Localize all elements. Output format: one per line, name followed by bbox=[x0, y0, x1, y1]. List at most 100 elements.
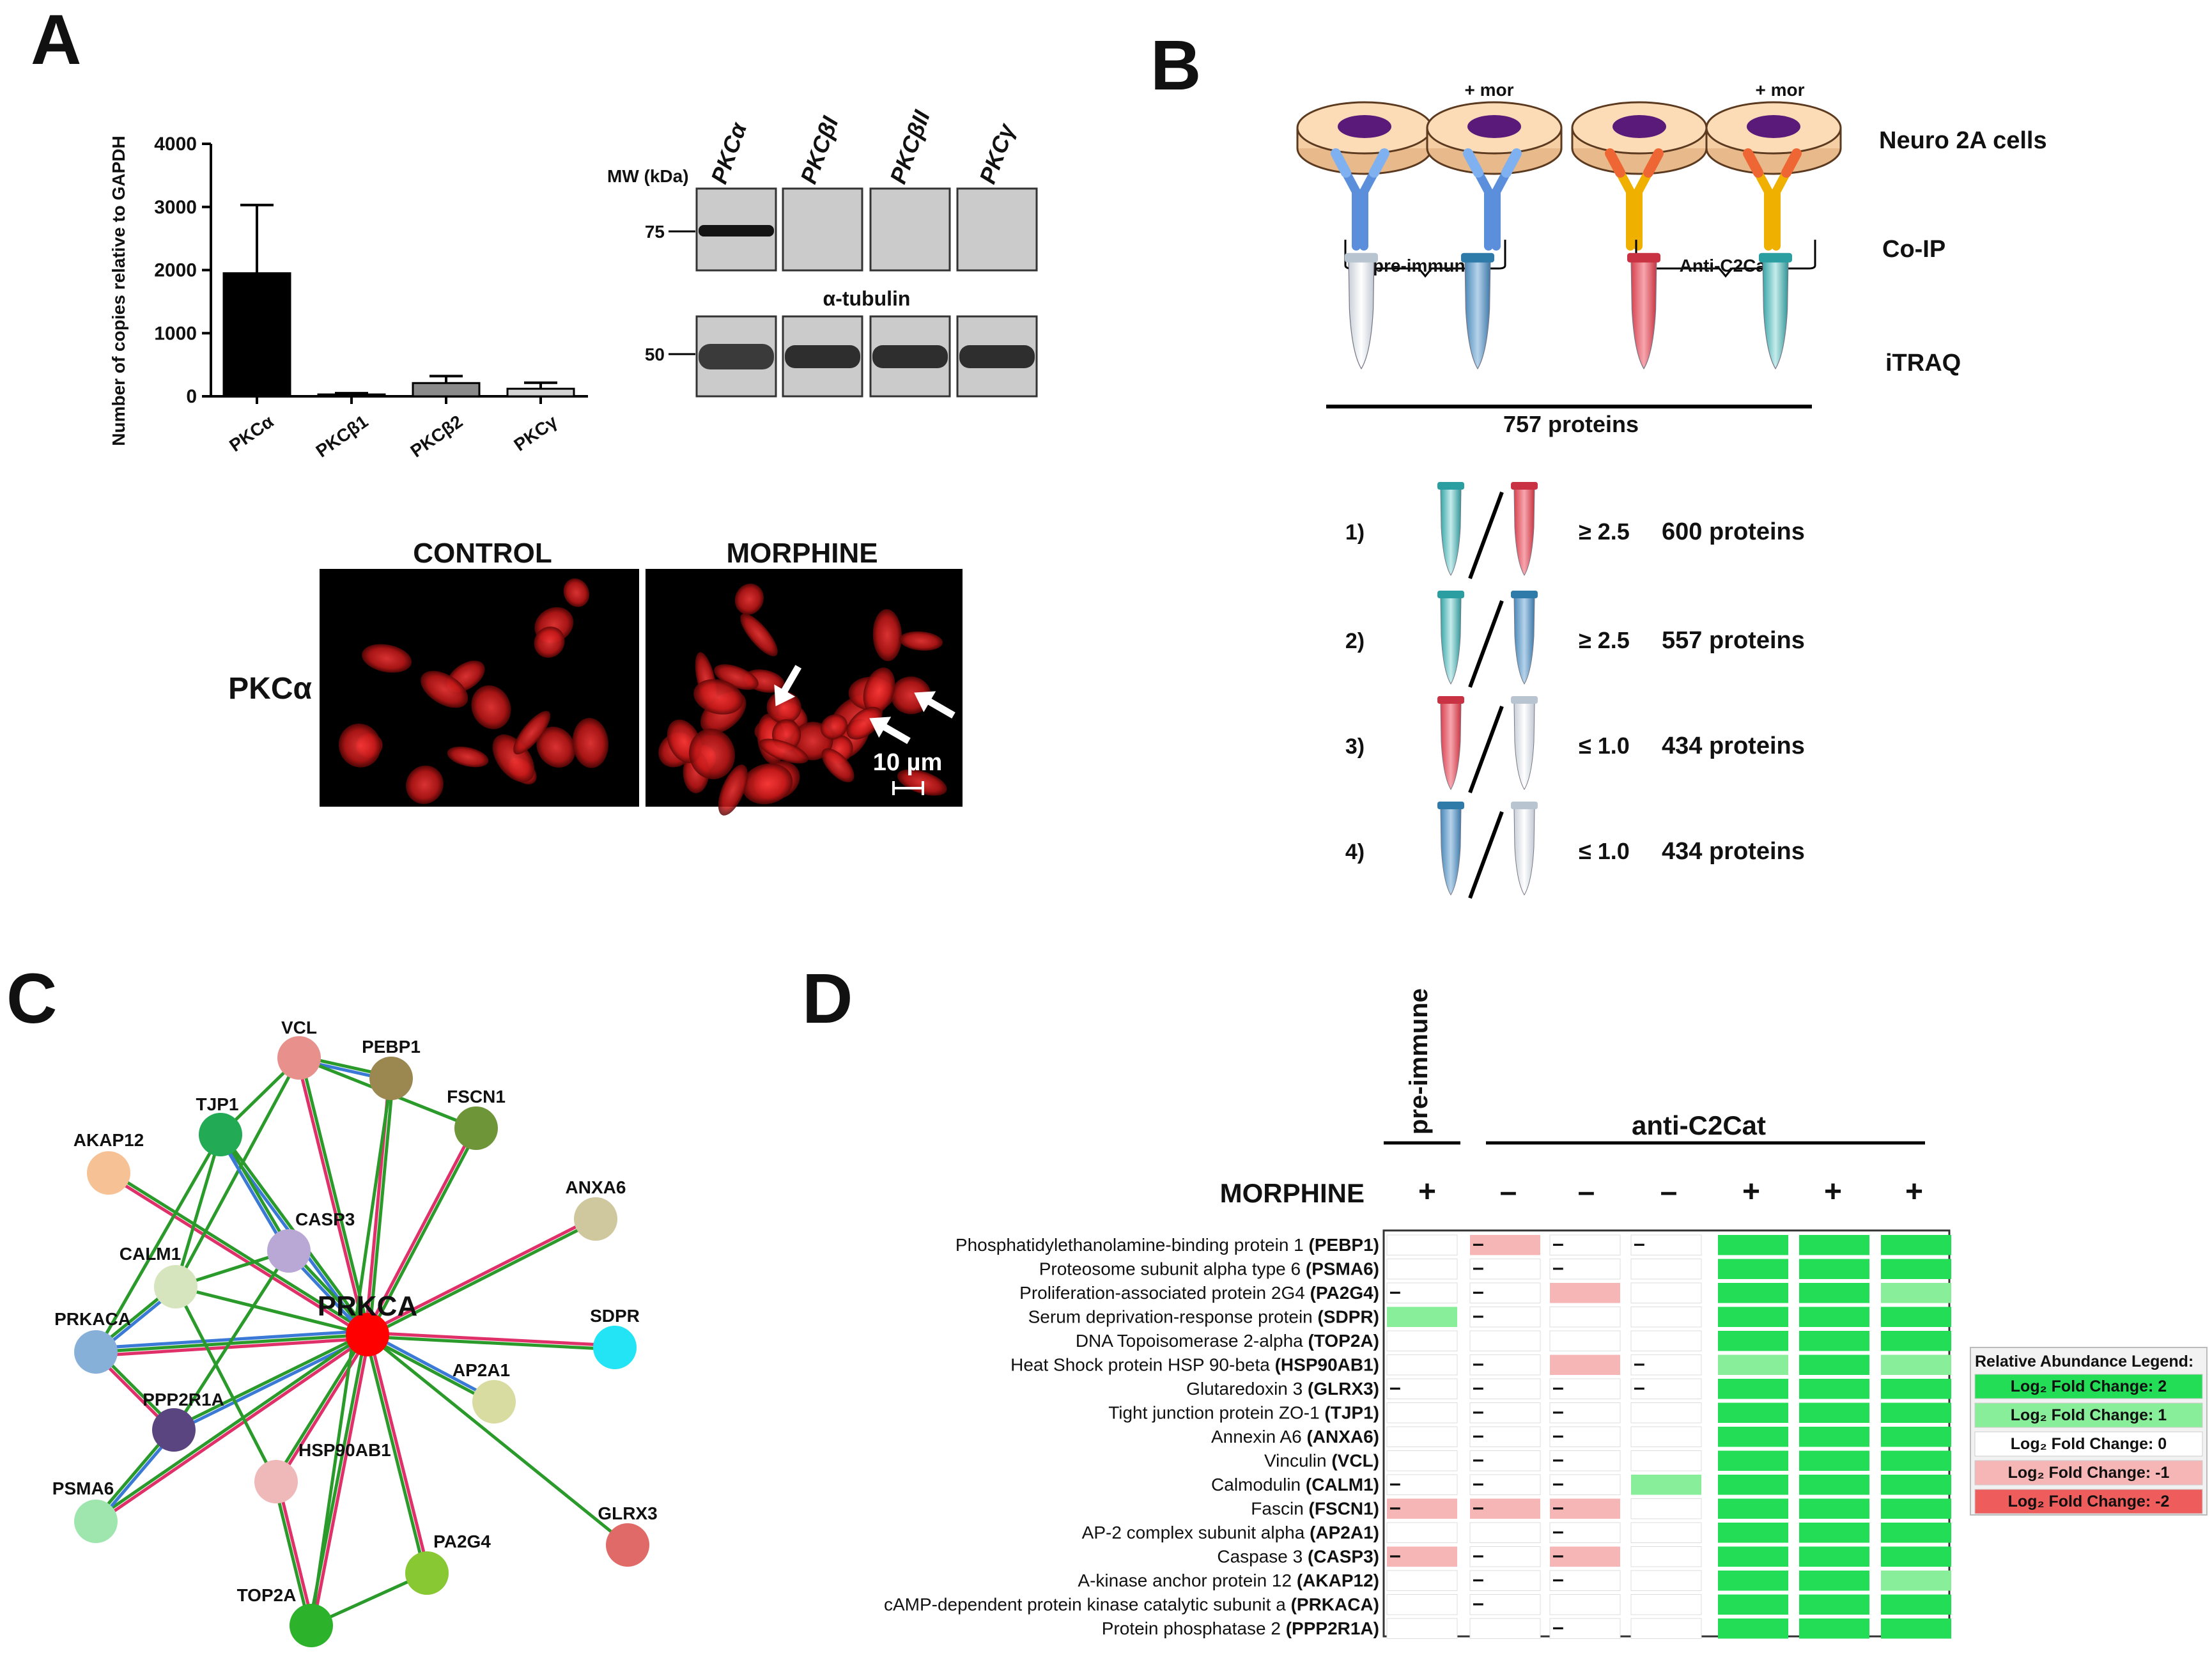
morphine-sign-1: + bbox=[1418, 1175, 1436, 1209]
edge-calm1-prkca bbox=[175, 1285, 368, 1337]
cell-cluster bbox=[1467, 115, 1521, 138]
heatmap-cell bbox=[1470, 1498, 1540, 1519]
heatmap-cell bbox=[1469, 1378, 1541, 1399]
control-image bbox=[320, 569, 639, 807]
legend-label: Log₂ Fold Change: -1 bbox=[2008, 1464, 2170, 1482]
heatmap-cell bbox=[1549, 1522, 1621, 1543]
cell-cluster bbox=[1613, 115, 1666, 138]
heatmap-cell bbox=[1881, 1571, 1951, 1591]
heatmap-cell bbox=[1469, 1618, 1541, 1639]
cell-dash: – bbox=[1552, 1232, 1564, 1255]
cell-dash: – bbox=[1473, 1352, 1484, 1375]
cell-cluster bbox=[1747, 115, 1800, 138]
bar-3 bbox=[412, 382, 481, 398]
heatmap-cell bbox=[1799, 1283, 1869, 1303]
legend-title: Relative Abundance Legend: bbox=[1975, 1353, 2193, 1370]
y-ticks: 0 1000 2000 3000 4000 bbox=[154, 134, 211, 407]
morphine-signs: + – – – + + + bbox=[1418, 1175, 1923, 1209]
cell bbox=[734, 584, 764, 615]
panel-letter-b: B bbox=[1150, 26, 1201, 105]
antic2cat-header: anti-C2Cat bbox=[1632, 1110, 1766, 1140]
antibodies bbox=[1331, 148, 1802, 246]
heatmap-cell bbox=[1386, 1522, 1458, 1543]
node-label: SDPR bbox=[590, 1306, 640, 1326]
dish-1 bbox=[1296, 101, 1433, 175]
node-vcl: VCL bbox=[277, 1018, 321, 1080]
heatmap-cell bbox=[1881, 1498, 1951, 1519]
heatmap-cell bbox=[1718, 1523, 1788, 1543]
cell-dash: – bbox=[1634, 1376, 1645, 1399]
heatmap-cell bbox=[1630, 1546, 1702, 1567]
preimmune-label: pre-immune bbox=[1373, 256, 1475, 276]
heatmap-cell bbox=[1799, 1235, 1869, 1255]
heatmap-cell bbox=[1718, 1331, 1788, 1351]
blot-lane-3 bbox=[869, 187, 951, 272]
cell bbox=[821, 748, 855, 782]
cell-dash: – bbox=[1634, 1232, 1645, 1255]
itraq-tube-1 bbox=[1344, 252, 1379, 370]
node-fscn1: FSCN1 bbox=[447, 1087, 506, 1150]
protein-label-10: Vinculin (VCL) bbox=[1264, 1451, 1379, 1471]
morphine-label: MORPHINE bbox=[726, 538, 878, 569]
cell-dash: – bbox=[1552, 1376, 1564, 1399]
heatmap-cell bbox=[1630, 1330, 1702, 1351]
cell bbox=[693, 679, 743, 715]
heatmap-cell bbox=[1718, 1571, 1788, 1591]
edge-top2a-hsp90ab1 bbox=[272, 1480, 315, 1627]
protein-label-8: Tight junction protein ZO-1 (TJP1) bbox=[1108, 1403, 1379, 1423]
node-label: PSMA6 bbox=[52, 1478, 114, 1498]
node-tjp1: TJP1 bbox=[196, 1094, 242, 1156]
antibody-3 bbox=[1605, 148, 1664, 246]
edge-pa2g4-prkca bbox=[364, 1333, 431, 1574]
comparison-tube-a bbox=[1437, 696, 1464, 790]
heatmap-row-10: – – bbox=[1386, 1448, 1951, 1471]
heatmap-cell bbox=[1718, 1427, 1788, 1447]
node-label: GLRX3 bbox=[598, 1503, 657, 1523]
node-ap2a1: AP2A1 bbox=[452, 1360, 516, 1424]
heatmap-cell bbox=[1799, 1523, 1869, 1543]
chart-y-axis-label: Number of copies relative to GAPDH bbox=[109, 136, 128, 446]
pkca-band bbox=[699, 225, 774, 237]
comparison-number: 2) bbox=[1345, 629, 1365, 653]
heatmap-cell bbox=[1881, 1379, 1951, 1399]
heatmap-cell bbox=[1387, 1307, 1457, 1327]
heatmap-cell bbox=[1881, 1331, 1951, 1351]
error-bar-4 bbox=[524, 381, 557, 389]
total-proteins: 757 proteins bbox=[1503, 411, 1639, 437]
heatmap-cell bbox=[1469, 1474, 1541, 1495]
heatmap-cell bbox=[1881, 1546, 1951, 1567]
protein-label-1: Phosphatidylethanolamine-binding protein… bbox=[955, 1235, 1379, 1255]
heatmap-row-labels: Phosphatidylethanolamine-binding protein… bbox=[884, 1235, 1379, 1638]
comparison-tube-a bbox=[1437, 802, 1464, 896]
heatmap-row-1: – – – bbox=[1386, 1232, 1951, 1255]
node-label: CASP3 bbox=[295, 1209, 355, 1229]
morphine-arrows bbox=[774, 665, 955, 745]
error-bar-1 bbox=[240, 203, 274, 274]
heatmap-cell bbox=[1881, 1594, 1951, 1615]
blot-lane-4 bbox=[956, 187, 1038, 272]
heatmap-cell bbox=[1386, 1354, 1458, 1376]
control-label: CONTROL bbox=[413, 538, 552, 569]
cell-dash: – bbox=[1473, 1496, 1484, 1519]
row-label-itraq: iTRAQ bbox=[1885, 350, 1961, 376]
heatmap-cell bbox=[1386, 1378, 1458, 1399]
lane-label-pkca: PKCα bbox=[706, 118, 752, 187]
error-bar-2 bbox=[335, 392, 368, 395]
dish-3 bbox=[1571, 101, 1708, 175]
ratio-slash bbox=[1468, 491, 1504, 580]
lane-label-pkcb2: PKCβII bbox=[885, 107, 935, 187]
mor-label-1: + mor bbox=[1464, 80, 1513, 100]
heatmap-cell bbox=[1630, 1522, 1702, 1543]
node-sdpr: SDPR bbox=[590, 1306, 640, 1369]
heatmap-cell bbox=[1549, 1474, 1621, 1495]
heatmap-cell bbox=[1387, 1498, 1457, 1519]
node-label: ANXA6 bbox=[566, 1177, 626, 1197]
heatmap-cell bbox=[1386, 1474, 1458, 1495]
node-label: CALM1 bbox=[120, 1244, 181, 1264]
cell-dash: – bbox=[1389, 1496, 1401, 1519]
heatmap-cell bbox=[1549, 1450, 1621, 1471]
cell bbox=[406, 765, 444, 804]
lane-label-pkcb1: PKCβI bbox=[795, 113, 844, 187]
ratio-slash bbox=[1468, 600, 1504, 688]
